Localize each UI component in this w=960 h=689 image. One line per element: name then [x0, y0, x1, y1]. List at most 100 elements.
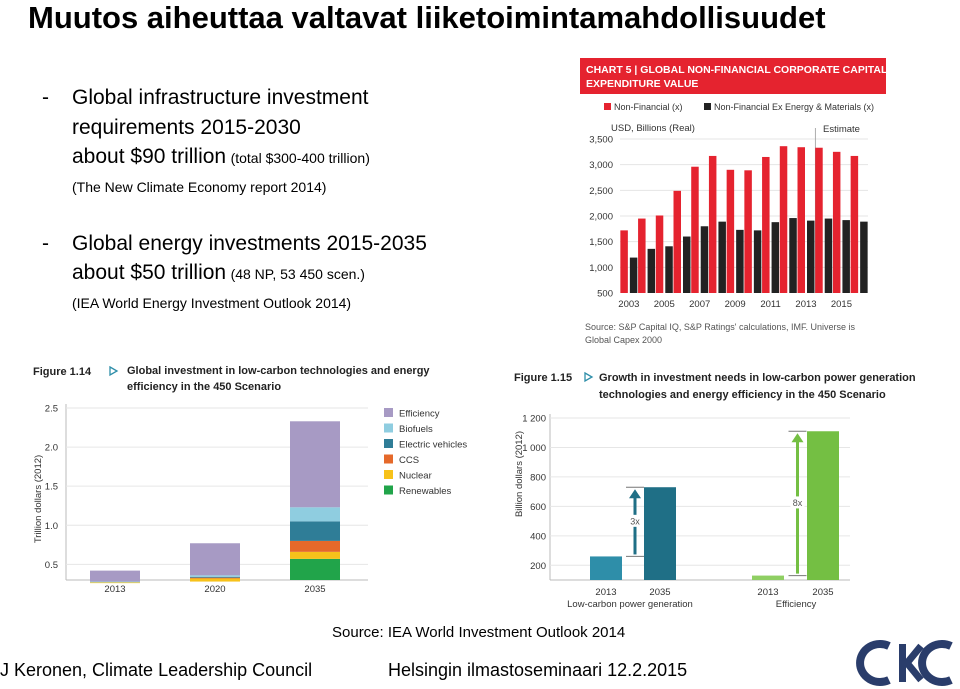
ckc-logo	[856, 640, 953, 686]
fig114-bar-ccs-2020	[190, 577, 240, 579]
chart5-bar-non-financial-2004	[638, 218, 646, 293]
chart5-y-tick-label: 2,500	[589, 186, 613, 197]
fig114-bar-biofuels-2013	[90, 581, 140, 583]
fig115-x-tick-label: 2035	[812, 587, 833, 598]
fig115-y-tick-label: 1 200	[522, 414, 546, 425]
fig115-x-tick-label: 2035	[649, 587, 670, 598]
chart5-bar-ex-energy-2014	[824, 218, 833, 293]
fig115-y-tick-label: 600	[530, 502, 546, 513]
bullet-2-line-1: Global energy investments 2015-2035	[72, 232, 427, 255]
chart5-source-line-2: Global Capex 2000	[585, 335, 662, 345]
fig114-bar-nuclear-2035	[290, 551, 340, 559]
fig114-bar-nuclear-2020	[190, 578, 240, 582]
chart5-bar-non-financial-2006	[673, 190, 681, 293]
chart5-bar-ex-energy-2007	[700, 226, 709, 293]
fig115-growth-label-bg	[628, 514, 642, 527]
figure-1-15-chart: Figure 1.15 Growth in investment needs i…	[514, 371, 916, 610]
fig115-arrow-icon	[584, 371, 594, 383]
chart5-bar-ex-energy-2012	[789, 218, 797, 293]
chart5-bar-non-financial-2003	[620, 230, 628, 293]
chart5-bar-ex-energy-2005	[665, 246, 673, 293]
fig115-bar-efficiency-2035	[807, 431, 839, 580]
chart5-y-tick-label: 1,000	[589, 263, 613, 274]
fig114-bar-efficiency-2020	[190, 543, 240, 576]
bullet-1-amount: about $90 trillion	[72, 145, 227, 168]
fig115-x-tick-label: 2013	[757, 587, 778, 598]
chart5-x-tick-label: 2015	[831, 299, 852, 310]
fig114-x-tick-label: 2035	[304, 584, 325, 595]
bullet-2-line-2: about $50 trillion (48 NP, 53 450 scen.)	[72, 261, 365, 285]
bullet-dash-2: -	[42, 232, 49, 255]
fig114-legend-swatch	[384, 423, 393, 433]
chart5-bar-ex-energy-2013	[807, 220, 815, 293]
fig114-legend-swatch	[384, 439, 393, 448]
chart5-capex: CHART 5 | GLOBAL NON-FINANCIAL CORPORATE…	[580, 58, 886, 345]
chart5-estimate-label: Estimate	[823, 124, 860, 135]
chart5-y-tick-label: 3,000	[589, 160, 613, 171]
fig114-bar-electric-vehicles-2035	[290, 521, 340, 541]
fig115-y-tick-label: 200	[530, 561, 546, 572]
chart5-bar-ex-energy-2015	[842, 220, 850, 293]
fig114-bar-ccs-2035	[290, 540, 340, 552]
fig114-y-tick-label: 1.0	[45, 521, 58, 532]
fig115-y-tick-label: 400	[530, 531, 546, 542]
fig115-growth-arrow-head	[629, 489, 641, 499]
fig115-title-line-2: technologies and energy efficiency in th…	[599, 389, 886, 401]
footer-event: Helsingin ilmastoseminaari 12.2.2015	[388, 660, 688, 680]
fig114-legend-swatch	[384, 485, 393, 495]
fig114-legend-label: Efficiency	[399, 409, 440, 420]
chart5-y-tick-label: 500	[597, 289, 613, 300]
fig114-legend-label: Renewables	[399, 486, 452, 497]
bullet-1-total: (total $300-400 trillion)	[230, 150, 370, 166]
bullet-1-line-3: about $90 trillion (total $300-400 trill…	[72, 145, 370, 169]
ckc-logo-k-arm	[902, 643, 924, 683]
fig115-y-axis-label: Billion dollars (2012)	[514, 431, 525, 517]
fig114-bar-biofuels-2035	[290, 507, 340, 522]
fig114-bar-nuclear-2013	[90, 582, 140, 584]
slide-source-line: Source: IEA World Investment Outlook 201…	[332, 624, 626, 641]
chart5-x-tick-label: 2009	[725, 299, 746, 310]
fig115-x-tick-label: 2013	[595, 587, 616, 598]
fig115-bar-efficiency-2013	[752, 575, 784, 580]
chart5-y-axis-label: USD, Billions (Real)	[611, 123, 695, 134]
slide-title: Muutos aiheuttaa valtavat liiketoimintam…	[28, 0, 826, 35]
ckc-logo-c-right	[918, 640, 953, 686]
chart5-x-tick-label: 2005	[654, 299, 675, 310]
bullet-2-amount: about $50 trillion	[72, 261, 227, 284]
chart5-bar-non-financial-2009	[726, 169, 735, 293]
chart5-bar-ex-energy-2008	[718, 221, 726, 293]
chart5-bar-ex-energy-2016	[860, 221, 868, 293]
bullet-1-line-2: requirements 2015-2030	[72, 116, 301, 139]
chart5-bar-ex-energy-2003	[629, 257, 638, 293]
fig115-growth-label: 8x	[793, 498, 803, 508]
fig114-title-line-1: Global investment in low-carbon technolo…	[127, 365, 430, 377]
fig114-y-axis-label: Trillion dollars (2012)	[33, 455, 44, 543]
bullet-1-line-1: Global infrastructure investment	[72, 86, 369, 109]
fig115-y-tick-label: 1 000	[522, 443, 546, 454]
chart5-legend-label-1: Non-Financial (x)	[614, 102, 683, 112]
ckc-logo-c-left	[856, 640, 891, 686]
fig114-legend-label: Biofuels	[399, 424, 433, 435]
chart5-bar-non-financial-2008	[708, 155, 717, 293]
chart5-x-tick-label: 2007	[689, 299, 710, 310]
fig114-legend-label: Nuclear	[399, 471, 432, 482]
chart5-y-tick-label: 1,500	[589, 237, 613, 248]
fig115-figure-label: Figure 1.15	[514, 372, 572, 384]
chart5-legend-swatch-1	[604, 103, 611, 110]
fig114-figure-label: Figure 1.14	[33, 366, 92, 378]
bullet-2-scenario: (48 NP, 53 450 scen.)	[230, 266, 365, 282]
fig114-legend-swatch	[384, 470, 393, 479]
fig114-arrow-icon	[109, 365, 119, 377]
chart5-bar-ex-energy-2009	[736, 229, 744, 293]
chart5-bar-ex-energy-2010	[753, 230, 762, 293]
chart5-title-line-2: EXPENDITURE VALUE	[586, 78, 698, 90]
fig114-bar-efficiency-2013	[90, 570, 140, 582]
fig114-y-tick-label: 2.5	[45, 404, 58, 415]
chart5-y-tick-label: 3,500	[589, 135, 613, 146]
chart5-bar-non-financial-2015	[832, 151, 841, 293]
chart5-bar-ex-energy-2004	[647, 248, 656, 293]
fig114-legend-label: CCS	[399, 455, 419, 466]
chart5-header-band	[580, 58, 886, 94]
fig114-bar-renewables-2035	[290, 558, 340, 580]
fig114-title-line-2: efficiency in the 450 Scenario	[127, 381, 281, 393]
